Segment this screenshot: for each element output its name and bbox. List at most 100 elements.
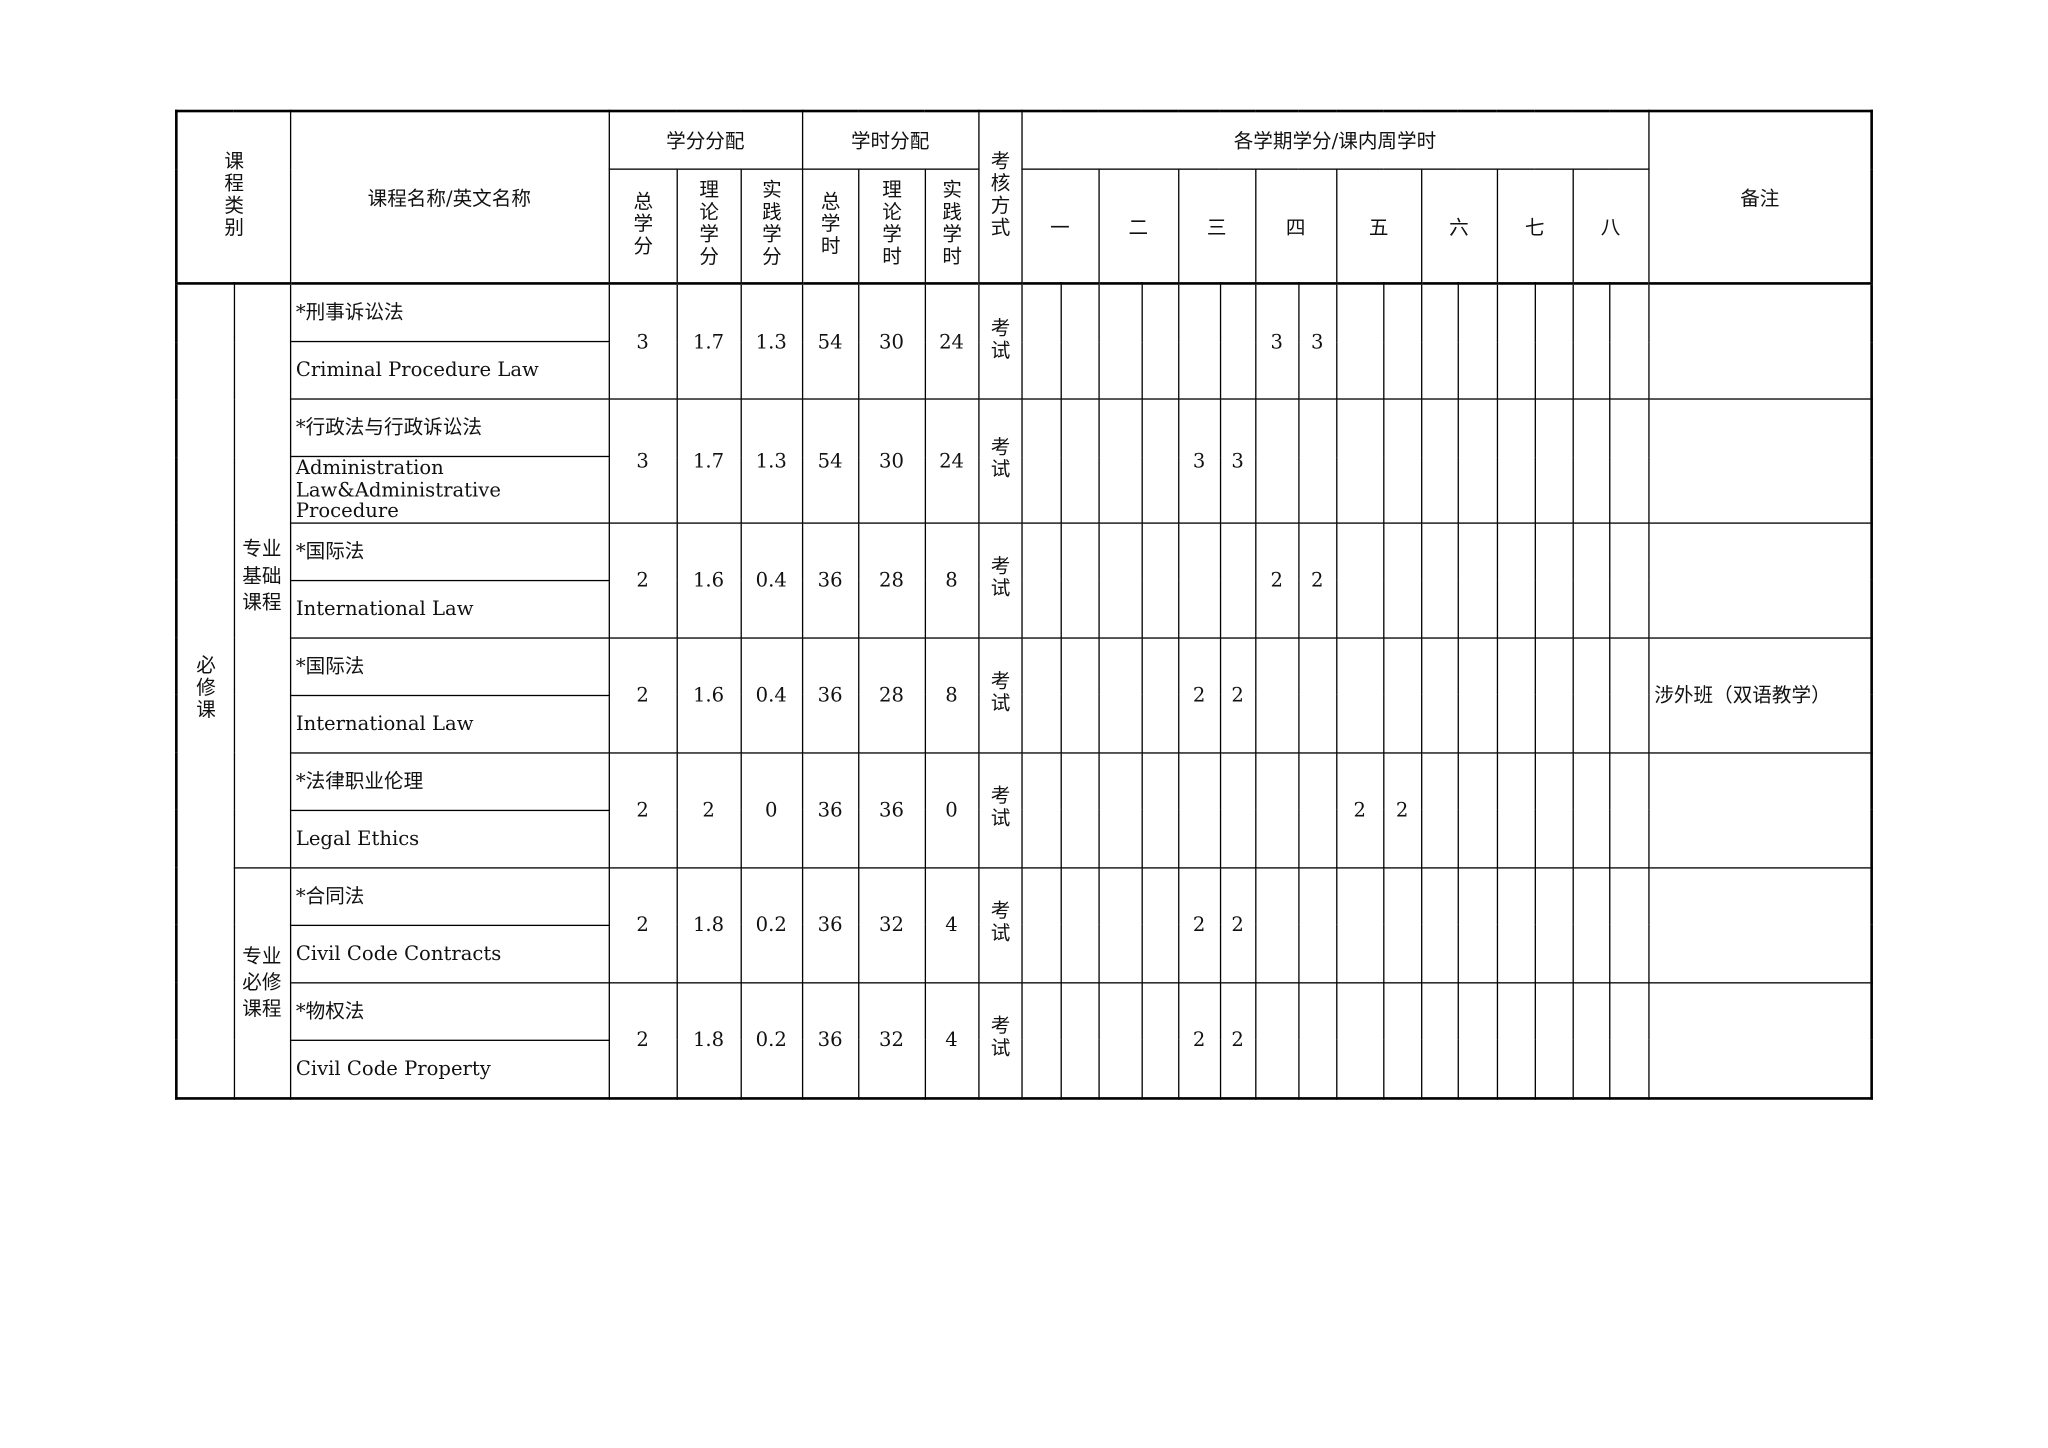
semester-1-cell-1: [1020, 751, 1062, 868]
header-credit-cols-0: 总学分: [607, 168, 678, 285]
semester-6-cell-2: [1457, 981, 1498, 1099]
semester-3-cell-1: 2: [1177, 866, 1221, 983]
semester-6-cell-1: [1420, 751, 1459, 868]
theory-hours-cell: 30: [857, 398, 926, 524]
exam-cell: 考试: [977, 282, 1023, 400]
remark-cell: [1647, 282, 1873, 400]
theory-credits-cell: 1.7: [675, 282, 742, 400]
exam-cell: 考试: [977, 866, 1023, 983]
header-remark: 备注: [1647, 110, 1873, 285]
semester-6-cell-1: [1420, 398, 1459, 524]
semester-8-cell-1: [1571, 521, 1610, 639]
semester-4-cell-1: [1254, 398, 1299, 524]
semester-1-cell-1: [1020, 981, 1062, 1099]
header-col-label: 实践学分: [759, 178, 784, 268]
course-name-en: Legal Ethics: [289, 809, 610, 868]
exam-cell: 考试: [977, 636, 1023, 753]
semester-2-cell-1: [1097, 636, 1143, 753]
semester-3-cell-1: 2: [1177, 636, 1221, 753]
group-main: 必修课: [175, 282, 235, 1099]
semester-3-cell-1: [1177, 282, 1221, 400]
course-row-en: Administration Law&Administrative Proced…: [176, 455, 1871, 524]
practice-credits-cell: 0.2: [739, 981, 803, 1099]
group-main-label: 必修课: [193, 654, 218, 722]
semester-8-cell-2: [1608, 751, 1650, 868]
practice-credits-cell: 0.4: [739, 521, 803, 639]
header-col-label: 理论学时: [879, 178, 904, 268]
header-semester-7: 七: [1496, 168, 1574, 285]
course-name-zh: *行政法与行政诉讼法: [289, 398, 610, 458]
course-row-en: International Law: [176, 694, 1871, 753]
semester-5-cell-2: [1382, 282, 1422, 400]
semester-1-cell-1: [1020, 398, 1062, 524]
semester-7-cell-1: [1496, 981, 1536, 1099]
semester-3-cell-1: 3: [1177, 398, 1221, 524]
practice-credits-cell: 1.3: [739, 398, 803, 524]
course-name-zh: *物权法: [289, 981, 610, 1041]
semester-4-cell-1: [1254, 981, 1299, 1099]
course-row-en: Criminal Procedure Law: [176, 340, 1871, 400]
course-row-en: Civil Code Contracts: [176, 924, 1871, 983]
header-col-label: 理论学分: [696, 178, 721, 268]
theory-credits-cell: 1.7: [675, 398, 742, 524]
semester-6-cell-1: [1420, 636, 1459, 753]
exam-label: 考试: [988, 1014, 1012, 1060]
semester-4-cell-1: 3: [1254, 282, 1299, 400]
credits-cell: 2: [607, 866, 678, 983]
header-col-label: 总学时: [818, 190, 842, 257]
semester-6-cell-2: [1457, 866, 1498, 983]
semester-5-cell-2: 2: [1382, 751, 1422, 868]
semester-1-cell-2: [1059, 636, 1100, 753]
header-col-label: 总学分: [630, 190, 655, 257]
semester-5-cell-2: [1382, 636, 1422, 753]
theory-hours-cell: 32: [857, 866, 926, 983]
header-credit-group: 学分分配: [607, 110, 803, 170]
remark-cell: [1647, 981, 1873, 1099]
theory-hours-cell: 28: [857, 636, 926, 753]
semester-5-cell-1: [1335, 636, 1384, 753]
semester-2-cell-2: [1140, 866, 1179, 983]
semester-8-cell-2: [1608, 282, 1650, 400]
semester-2-cell-1: [1097, 521, 1143, 639]
theory-hours-cell: 28: [857, 521, 926, 639]
semester-6-cell-2: [1457, 751, 1498, 868]
hours-cell: 36: [801, 636, 859, 753]
header-semester-3: 三: [1177, 168, 1256, 285]
semester-3-cell-2: [1219, 282, 1256, 400]
semester-1-cell-1: [1020, 521, 1062, 639]
semester-1-cell-1: [1020, 636, 1062, 753]
semester-3-cell-2: [1219, 751, 1256, 868]
semester-8-cell-1: [1571, 981, 1610, 1099]
remark-cell: [1647, 866, 1873, 983]
remark-cell: [1647, 398, 1873, 524]
semester-2-cell-2: [1140, 636, 1179, 753]
semester-3-cell-1: [1177, 751, 1221, 868]
semester-3-cell-1: 2: [1177, 981, 1221, 1099]
semester-4-cell-1: 2: [1254, 521, 1299, 639]
semester-8-cell-2: [1608, 398, 1650, 524]
credits-cell: 2: [607, 981, 678, 1099]
header-hours-cols-0: 总学时: [801, 168, 859, 285]
course-row-en: Civil Code Property: [176, 1039, 1871, 1099]
semester-7-cell-1: [1496, 282, 1536, 400]
semester-7-cell-2: [1534, 866, 1574, 983]
semester-7-cell-1: [1496, 398, 1536, 524]
semester-4-cell-2: 2: [1297, 521, 1337, 639]
course-row-en: Legal Ethics: [176, 809, 1871, 868]
semester-7-cell-2: [1534, 636, 1574, 753]
semester-5-cell-1: [1335, 866, 1384, 983]
semester-4-cell-1: [1254, 751, 1299, 868]
course-name-en: International Law: [289, 694, 610, 753]
semester-4-cell-1: [1254, 636, 1299, 753]
semester-2-cell-1: [1097, 751, 1143, 868]
theory-hours-cell: 30: [857, 282, 926, 400]
semester-4-cell-2: [1297, 866, 1337, 983]
course-row: *法律职业伦理 2 2 0 36 36 0 考试 2 2: [176, 751, 1873, 868]
semester-8-cell-1: [1571, 398, 1610, 524]
header-semester-8: 八: [1571, 168, 1650, 285]
semester-4-cell-2: [1297, 751, 1337, 868]
credits-cell: 2: [607, 521, 678, 639]
exam-label: 考试: [988, 670, 1012, 715]
course-name-zh: *刑事诉讼法: [289, 282, 610, 343]
